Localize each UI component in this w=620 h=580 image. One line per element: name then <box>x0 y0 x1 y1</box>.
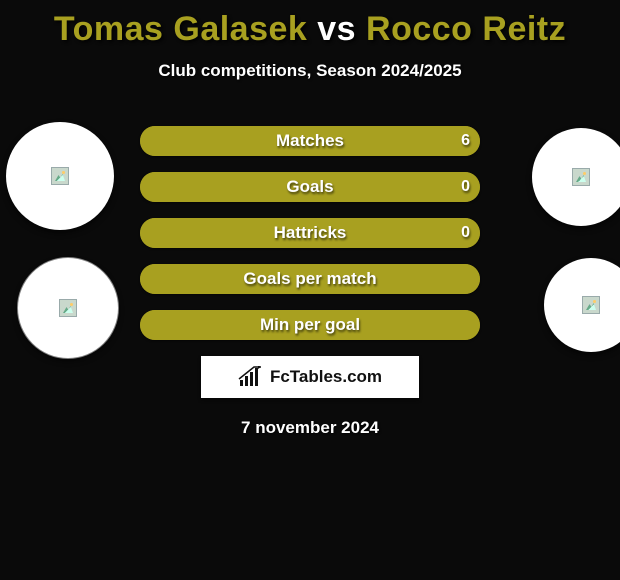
comparison-infographic: Tomas Galasek vs Rocco Reitz Club compet… <box>0 0 620 580</box>
brand-text: FcTables.com <box>270 367 382 387</box>
title-player1: Tomas Galasek <box>54 10 307 48</box>
avatar-player1-bottom <box>18 258 118 358</box>
avatar-player1-top <box>6 122 114 230</box>
stat-value-right: 0 <box>461 178 470 196</box>
stat-row: Goals per match <box>140 264 480 294</box>
title-player2: Rocco Reitz <box>366 10 566 48</box>
footer-date: 7 november 2024 <box>0 418 620 438</box>
title-vs: vs <box>307 10 366 48</box>
subtitle: Club competitions, Season 2024/2025 <box>0 61 620 81</box>
avatar-player2-top <box>532 128 620 226</box>
stat-row: Min per goal <box>140 310 480 340</box>
stat-label: Matches <box>276 131 344 151</box>
stat-row: Hattricks 0 <box>140 218 480 248</box>
stat-row: Goals 0 <box>140 172 480 202</box>
stat-label: Hattricks <box>274 223 347 243</box>
brand-badge: FcTables.com <box>201 356 419 398</box>
broken-image-icon <box>582 296 600 314</box>
stat-fill-right <box>310 172 480 202</box>
stat-label: Goals per match <box>243 269 376 289</box>
stat-value-right: 6 <box>461 132 470 150</box>
chart-bars-icon <box>238 366 264 388</box>
page-title: Tomas Galasek vs Rocco Reitz <box>0 0 620 49</box>
avatar-player2-bottom <box>544 258 620 352</box>
broken-image-icon <box>59 299 77 317</box>
stats-block: Matches 6 Goals 0 Hattricks 0 Goals per match M… <box>140 126 480 340</box>
stat-label: Goals <box>286 177 333 197</box>
stat-value-right: 0 <box>461 224 470 242</box>
broken-image-icon <box>572 168 590 186</box>
stat-fill-left <box>140 172 310 202</box>
stat-label: Min per goal <box>260 315 360 335</box>
broken-image-icon <box>51 167 69 185</box>
stat-row: Matches 6 <box>140 126 480 156</box>
